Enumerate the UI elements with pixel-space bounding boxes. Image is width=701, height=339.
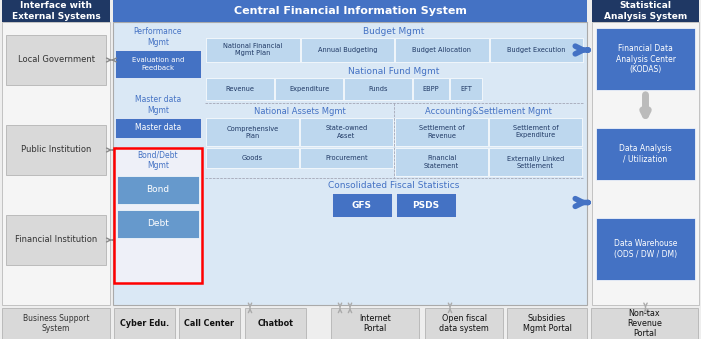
Bar: [206, 78, 274, 100]
Text: Subsidies
Mgmt Portal: Subsidies Mgmt Portal: [522, 314, 571, 333]
Bar: [596, 28, 695, 90]
Bar: [6, 35, 106, 85]
Text: Local Government: Local Government: [18, 56, 95, 64]
Bar: [206, 38, 300, 62]
Text: Funds: Funds: [368, 86, 388, 92]
Bar: [115, 118, 201, 138]
Text: Revenue: Revenue: [226, 86, 254, 92]
Text: Bond/Debt
Mgmt: Bond/Debt Mgmt: [137, 150, 178, 170]
Bar: [331, 308, 419, 339]
Text: Central Financial Information System: Central Financial Information System: [233, 6, 466, 16]
Bar: [2, 0, 110, 22]
Bar: [206, 148, 299, 168]
Bar: [413, 78, 449, 100]
Text: Debt: Debt: [147, 219, 169, 228]
Bar: [275, 78, 343, 100]
Text: Chatbot: Chatbot: [257, 319, 294, 328]
Bar: [300, 148, 393, 168]
Bar: [206, 118, 299, 146]
Bar: [300, 118, 393, 146]
Text: Statistical
Analysis System: Statistical Analysis System: [604, 1, 687, 21]
Bar: [245, 308, 306, 339]
Text: EBPP: EBPP: [423, 86, 440, 92]
Text: Externally Linked
Settlement: Externally Linked Settlement: [507, 156, 564, 168]
Text: Call Center: Call Center: [184, 319, 235, 328]
Text: Performance
Mgmt: Performance Mgmt: [134, 27, 182, 47]
Bar: [489, 148, 582, 176]
Text: Public Institution: Public Institution: [21, 145, 91, 155]
Bar: [396, 193, 456, 217]
Bar: [113, 0, 587, 22]
Text: Data Analysis
/ Utilization: Data Analysis / Utilization: [619, 144, 672, 164]
Bar: [179, 308, 240, 339]
Text: National Financial
Mgmt Plan: National Financial Mgmt Plan: [223, 43, 283, 57]
Text: State-owned
Asset: State-owned Asset: [325, 125, 367, 139]
Bar: [114, 308, 175, 339]
Text: Master data
Mgmt: Master data Mgmt: [135, 95, 181, 115]
Text: Goods: Goods: [242, 155, 263, 161]
Bar: [2, 22, 110, 305]
Bar: [6, 215, 106, 265]
Text: Annual Budgeting: Annual Budgeting: [318, 47, 377, 53]
Text: Non-tax
Revenue
Portal: Non-tax Revenue Portal: [627, 308, 662, 338]
Text: Comprehensive
Plan: Comprehensive Plan: [226, 125, 278, 139]
Text: Expenditure: Expenditure: [289, 86, 329, 92]
Bar: [592, 22, 699, 305]
Bar: [395, 38, 489, 62]
Text: Budget Mgmt: Budget Mgmt: [363, 27, 425, 37]
Bar: [113, 22, 587, 305]
Text: Business Support
System: Business Support System: [22, 314, 89, 333]
Text: Budget Execution: Budget Execution: [508, 47, 566, 53]
Text: PSDS: PSDS: [412, 200, 440, 210]
Text: Master data: Master data: [135, 123, 181, 133]
Text: National Fund Mgmt: National Fund Mgmt: [348, 67, 440, 77]
Bar: [425, 308, 503, 339]
Bar: [450, 78, 482, 100]
Text: Accounting&Settlement Mgmt: Accounting&Settlement Mgmt: [425, 106, 552, 116]
Bar: [117, 210, 199, 238]
Bar: [6, 125, 106, 175]
Text: Open fiscal
data system: Open fiscal data system: [439, 314, 489, 333]
Text: Data Warehouse
(ODS / DW / DM): Data Warehouse (ODS / DW / DM): [614, 239, 677, 259]
Text: Financial Data
Analysis Center
(KODAS): Financial Data Analysis Center (KODAS): [615, 44, 676, 74]
Bar: [489, 118, 582, 146]
Bar: [596, 128, 695, 180]
Bar: [592, 0, 699, 22]
Bar: [115, 50, 201, 78]
Text: Financial
Statement: Financial Statement: [424, 156, 459, 168]
Bar: [507, 308, 587, 339]
Text: Settlement of
Revenue: Settlement of Revenue: [418, 125, 464, 139]
Text: Settlement of
Expenditure: Settlement of Expenditure: [512, 125, 558, 139]
Text: Consolidated Fiscal Statistics: Consolidated Fiscal Statistics: [328, 181, 460, 191]
Text: Cyber Edu.: Cyber Edu.: [120, 319, 169, 328]
Bar: [114, 148, 202, 283]
Bar: [344, 78, 412, 100]
Text: Interface with
External Systems: Interface with External Systems: [12, 1, 100, 21]
Bar: [395, 148, 488, 176]
Text: Evaluation and
Feedback: Evaluation and Feedback: [132, 58, 184, 71]
Text: Bond: Bond: [147, 185, 170, 195]
Bar: [332, 193, 392, 217]
Bar: [2, 308, 110, 339]
Text: Budget Allocation: Budget Allocation: [412, 47, 472, 53]
Bar: [395, 118, 488, 146]
Bar: [117, 176, 199, 204]
Text: GFS: GFS: [352, 200, 372, 210]
Text: EFT: EFT: [460, 86, 472, 92]
Bar: [591, 308, 698, 339]
Bar: [301, 38, 394, 62]
Bar: [490, 38, 583, 62]
Text: Financial Institution: Financial Institution: [15, 236, 97, 244]
Text: Internet
Portal: Internet Portal: [359, 314, 391, 333]
Text: National Assets Mgmt: National Assets Mgmt: [254, 106, 346, 116]
Text: Procurement: Procurement: [325, 155, 368, 161]
Bar: [596, 218, 695, 280]
